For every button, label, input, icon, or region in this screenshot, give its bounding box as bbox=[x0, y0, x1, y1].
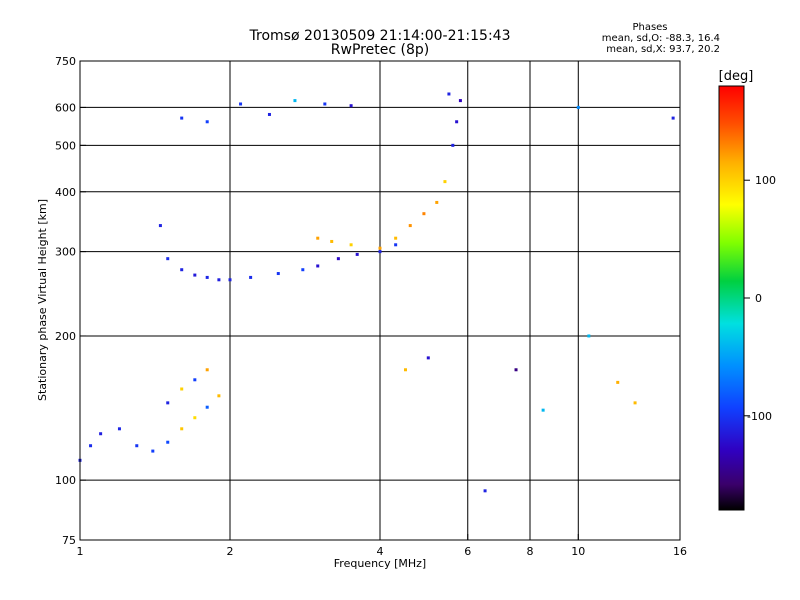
scatter-point bbox=[671, 116, 675, 120]
scatter-point bbox=[316, 264, 320, 268]
scatter-point bbox=[205, 120, 209, 124]
scatter-point bbox=[394, 236, 398, 240]
colorbar-label: [deg] bbox=[719, 69, 754, 84]
scatter-point bbox=[514, 368, 518, 372]
scatter-point bbox=[193, 378, 197, 382]
x-tick-label: 6 bbox=[464, 545, 471, 558]
y-tick-label: 500 bbox=[55, 139, 76, 152]
colorbar bbox=[718, 85, 745, 511]
scatter-point bbox=[483, 489, 487, 493]
colorbar-tick-label: 0 bbox=[755, 292, 762, 305]
scatter-point bbox=[576, 105, 580, 109]
scatter-point bbox=[166, 401, 170, 405]
scatter-point bbox=[151, 449, 155, 453]
scatter-point bbox=[180, 116, 184, 120]
chart-subtitle: RwPretec (8p) bbox=[330, 42, 430, 58]
scatter-point bbox=[323, 102, 327, 106]
x-tick-label: 10 bbox=[571, 545, 585, 558]
scatter-point bbox=[239, 102, 243, 106]
scatter-point bbox=[267, 112, 271, 116]
scatter-point bbox=[205, 368, 209, 372]
scatter-point bbox=[616, 380, 620, 384]
scatter-point bbox=[180, 387, 184, 391]
x-tick-label: 1 bbox=[77, 545, 84, 558]
x-tick-label: 16 bbox=[673, 545, 687, 558]
colorbar-ticks: 100 0 -100 bbox=[744, 174, 776, 423]
scatter-point bbox=[249, 275, 253, 279]
scatter-point bbox=[205, 275, 209, 279]
scatter-point bbox=[435, 200, 439, 204]
scatter-point bbox=[301, 268, 305, 272]
y-tick-label: 200 bbox=[55, 330, 76, 343]
scatter-point bbox=[276, 272, 280, 276]
scatter-point bbox=[422, 212, 426, 216]
scatter-point bbox=[99, 432, 103, 436]
scatter-point bbox=[455, 120, 459, 124]
scatter-point bbox=[394, 243, 398, 247]
scatter-point bbox=[349, 104, 353, 108]
scatter-point bbox=[447, 92, 451, 96]
scatter-point bbox=[293, 99, 297, 103]
y-tick-label: 750 bbox=[55, 55, 76, 68]
scatter-point bbox=[378, 246, 382, 250]
x-axis-label: Frequency [MHz] bbox=[334, 557, 426, 570]
scatter-point bbox=[228, 278, 232, 282]
scatter-point bbox=[180, 427, 184, 431]
y-tick-label: 600 bbox=[55, 101, 76, 114]
phases-stats-x: mean, sd,X: 93.7, 20.2 bbox=[606, 44, 720, 55]
x-tick-label: 4 bbox=[377, 545, 384, 558]
scatter-point bbox=[205, 405, 209, 409]
scatter-point bbox=[117, 427, 121, 431]
scatter-point bbox=[403, 368, 407, 372]
phases-stats-header: Phases bbox=[632, 22, 668, 33]
chart-title: Tromsø 20130509 21:14:00-21:15:43 bbox=[249, 28, 511, 44]
scatter-point bbox=[89, 444, 93, 448]
scatter-point bbox=[541, 408, 545, 412]
y-tick-label: 100 bbox=[55, 474, 76, 487]
scatter-point bbox=[316, 236, 320, 240]
x-tick-label: 8 bbox=[527, 545, 534, 558]
y-tick-label: 75 bbox=[62, 534, 76, 547]
phases-stats-o: mean, sd,O: -88.3, 16.4 bbox=[601, 33, 720, 44]
scatter-point bbox=[135, 444, 139, 448]
colorbar-tick-label: 100 bbox=[755, 174, 776, 187]
y-tick-label: 300 bbox=[55, 246, 76, 259]
grid-lines bbox=[80, 61, 680, 540]
scatter-point bbox=[217, 394, 221, 398]
x-tick-label: 2 bbox=[227, 545, 234, 558]
scatter-point bbox=[193, 416, 197, 420]
scatter-point bbox=[587, 334, 591, 338]
y-tick-label: 400 bbox=[55, 186, 76, 199]
scatter-point bbox=[408, 224, 412, 228]
axes: 1 2 4 6 8 10 16 75 100 200 300 400 500 600 750 bbox=[55, 55, 687, 558]
scatter-points bbox=[78, 92, 675, 493]
scatter-point bbox=[330, 239, 334, 243]
scatter-point bbox=[443, 180, 447, 184]
scatter-point bbox=[349, 243, 353, 247]
scatter-point bbox=[166, 257, 170, 261]
scatter-point bbox=[217, 278, 221, 282]
y-axis-label: Stationary phase Virtual Height [km] bbox=[36, 199, 49, 401]
colorbar-tick-label: -100 bbox=[747, 410, 772, 423]
scatter-point bbox=[426, 356, 430, 360]
scatter-point bbox=[458, 99, 462, 103]
scatter-point bbox=[180, 268, 184, 272]
scatter-point bbox=[336, 257, 340, 261]
scatter-point bbox=[451, 143, 455, 147]
scatter-point bbox=[378, 250, 382, 254]
scatter-point bbox=[193, 273, 197, 277]
scatter-point bbox=[355, 252, 359, 256]
scatter-point bbox=[166, 440, 170, 444]
scatter-point bbox=[158, 224, 162, 228]
scatter-point bbox=[633, 401, 637, 405]
